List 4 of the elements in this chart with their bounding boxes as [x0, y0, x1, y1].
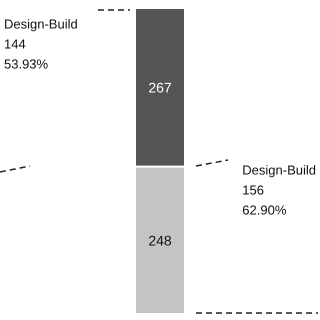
data-label: 267 — [148, 79, 172, 96]
text: Design-Build 156 62.90% — [242, 162, 316, 218]
text: Design-Build 144 53.93% — [4, 16, 78, 72]
data-label: 248 — [148, 232, 172, 248]
